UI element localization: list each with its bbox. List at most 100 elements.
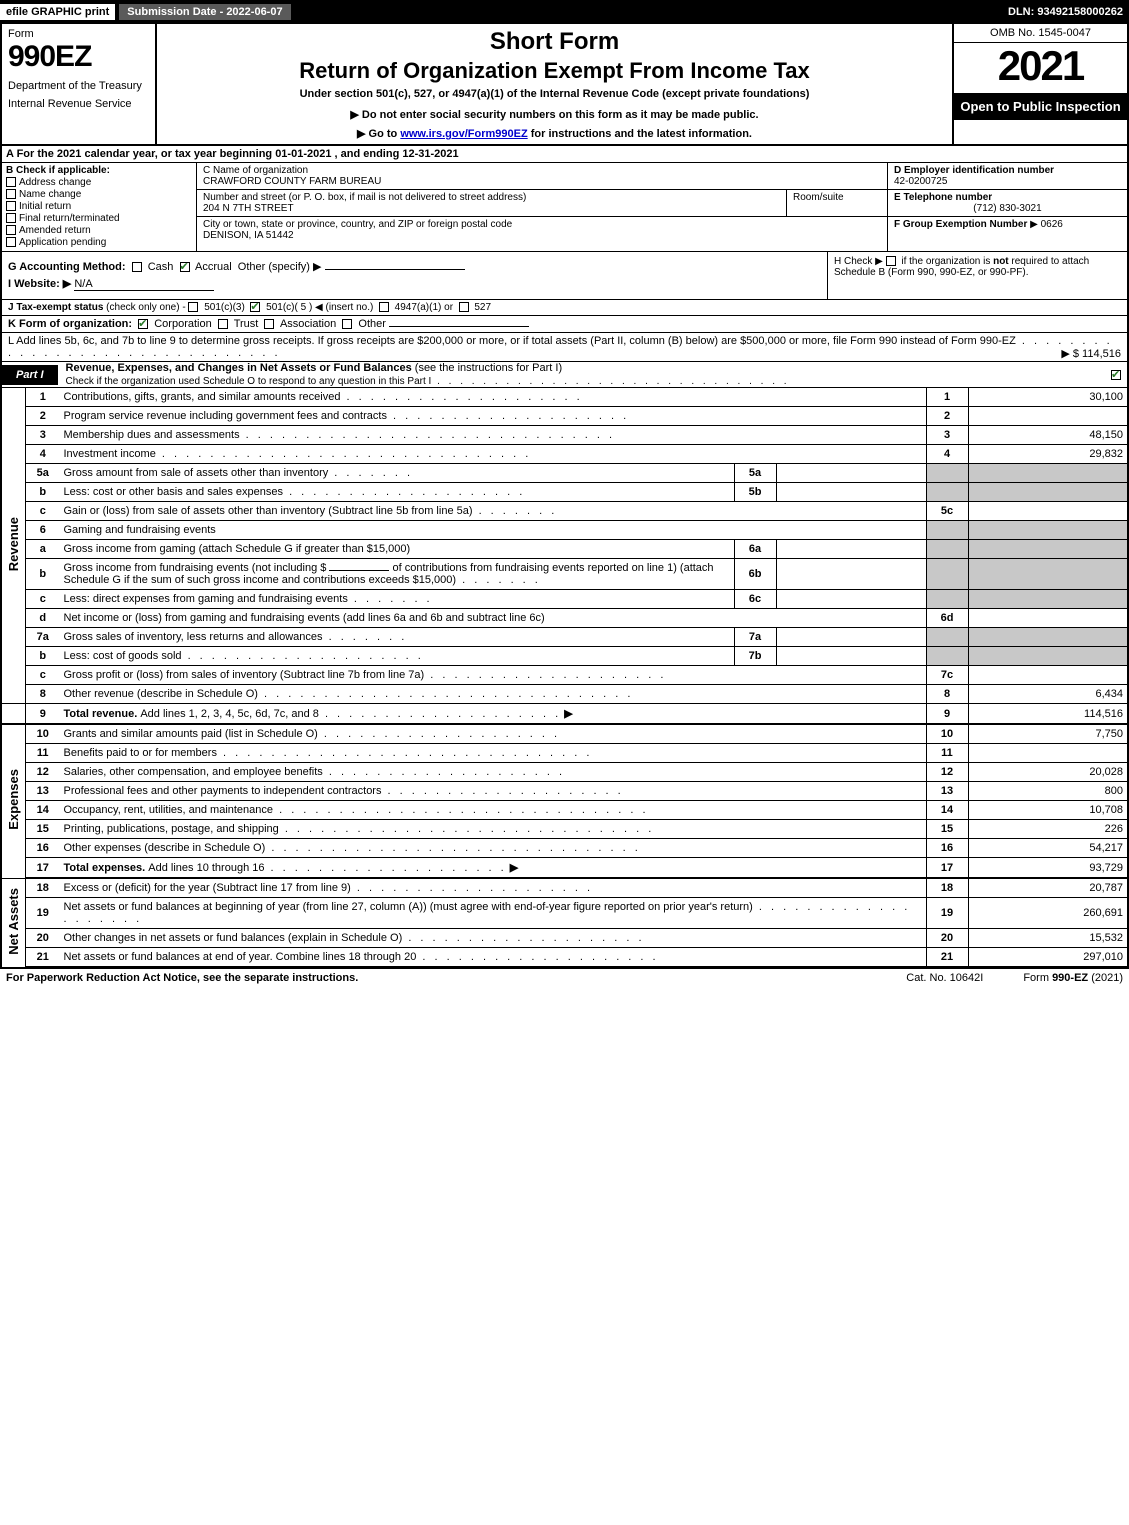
- chk-4947[interactable]: [379, 302, 389, 312]
- chk-association[interactable]: [264, 319, 274, 329]
- goto-post: for instructions and the latest informat…: [528, 128, 752, 140]
- ssn-note: ▶ Do not enter social security numbers o…: [165, 108, 944, 121]
- line-9-rn: 9: [926, 704, 968, 725]
- addr-label: Number and street (or P. O. box, if mail…: [203, 192, 526, 203]
- phone-box: E Telephone number (712) 830-3021: [888, 190, 1127, 217]
- line-3-desc: Membership dues and assessments: [60, 426, 927, 445]
- line-6b-sv: [776, 559, 926, 590]
- group-exemption-box: F Group Exemption Number ▶ 0626: [888, 217, 1127, 232]
- chk-corporation[interactable]: [138, 319, 148, 329]
- line-15-rn: 15: [926, 820, 968, 839]
- chk-application-pending[interactable]: Application pending: [6, 237, 192, 248]
- page-footer: For Paperwork Reduction Act Notice, see …: [0, 968, 1129, 987]
- line-6a-num: a: [26, 540, 60, 559]
- line-14-desc: Occupancy, rent, utilities, and maintena…: [60, 801, 927, 820]
- g-other-label: Other (specify) ▶: [238, 261, 322, 273]
- line-12-num: 12: [26, 763, 60, 782]
- line-7b-desc: Less: cost of goods sold: [60, 647, 735, 666]
- chk-501c3[interactable]: [188, 302, 198, 312]
- org-city-box: City or town, state or province, country…: [197, 217, 887, 243]
- line-17-num: 17: [26, 858, 60, 879]
- line-7c-rn: 7c: [926, 666, 968, 685]
- under-section: Under section 501(c), 527, or 4947(a)(1)…: [165, 88, 944, 100]
- line-1-desc: Contributions, gifts, grants, and simila…: [60, 388, 927, 407]
- chk-accrual[interactable]: [180, 262, 190, 272]
- dln-number: DLN: 93492158000262: [1008, 6, 1129, 18]
- chk-schedule-b[interactable]: [886, 256, 896, 266]
- line-5a-sn: 5a: [734, 464, 776, 483]
- irs-link[interactable]: www.irs.gov/Form990EZ: [400, 128, 527, 140]
- line-12-rn: 12: [926, 763, 968, 782]
- line-15-amt: 226: [968, 820, 1128, 839]
- line-2-num: 2: [26, 407, 60, 426]
- k-form-organization: K Form of organization: Corporation Trus…: [0, 316, 1129, 333]
- chk-initial-return[interactable]: Initial return: [6, 201, 192, 212]
- chk-schedule-o-part-i[interactable]: [1111, 370, 1121, 380]
- chk-527[interactable]: [459, 302, 469, 312]
- line-5b-amt: [968, 483, 1128, 502]
- chk-name-change[interactable]: Name change: [6, 189, 192, 200]
- l-amount: ▶ $ 114,516: [1061, 347, 1121, 360]
- j-527-label: 527: [474, 302, 491, 313]
- line-18-amt: 20,787: [968, 878, 1128, 898]
- chk-501c[interactable]: [250, 302, 260, 312]
- chk-final-return[interactable]: Final return/terminated: [6, 213, 192, 224]
- line-6-rn: [926, 521, 968, 540]
- line-6b-amt: [968, 559, 1128, 590]
- k-other-input[interactable]: [389, 326, 529, 327]
- chk-amended-return[interactable]: Amended return: [6, 225, 192, 236]
- top-bar: efile GRAPHIC print Submission Date - 20…: [0, 0, 1129, 24]
- line-6b-sn: 6b: [734, 559, 776, 590]
- revenue-side-label: Revenue: [1, 388, 26, 704]
- org-city: DENISON, IA 51442: [203, 230, 294, 241]
- line-19-num: 19: [26, 898, 60, 929]
- f-value: ▶ 0626: [1030, 219, 1063, 230]
- line-7a-amt: [968, 628, 1128, 647]
- line-6b-num: b: [26, 559, 60, 590]
- part-i-title: Revenue, Expenses, and Changes in Net As…: [66, 362, 415, 374]
- line-14-rn: 14: [926, 801, 968, 820]
- line-7a-desc: Gross sales of inventory, less returns a…: [60, 628, 735, 647]
- chk-cash[interactable]: [132, 262, 142, 272]
- chk-other-org[interactable]: [342, 319, 352, 329]
- open-inspection-badge: Open to Public Inspection: [954, 93, 1127, 120]
- g-other-input[interactable]: [325, 269, 465, 270]
- col-b-check-applicable: B Check if applicable: Address change Na…: [2, 163, 197, 251]
- line-4-amt: 29,832: [968, 445, 1128, 464]
- line-17-desc: Total expenses. Add lines 10 through 16 …: [60, 858, 927, 879]
- g-accrual-label: Accrual: [195, 261, 232, 273]
- line-1-amt: 30,100: [968, 388, 1128, 407]
- line-4-rn: 4: [926, 445, 968, 464]
- line-18-desc: Excess or (deficit) for the year (Subtra…: [60, 878, 927, 898]
- return-title: Return of Organization Exempt From Incom…: [165, 58, 944, 84]
- line-12-amt: 20,028: [968, 763, 1128, 782]
- line-6d-amt: [968, 609, 1128, 628]
- footer-form: Form 990-EZ (2021): [1023, 972, 1123, 984]
- line-6a-rn: [926, 540, 968, 559]
- expenses-side-label: Expenses: [1, 724, 26, 878]
- line-16-desc: Other expenses (describe in Schedule O): [60, 839, 927, 858]
- line-6-amt: [968, 521, 1128, 540]
- dept-treasury: Department of the Treasury: [8, 80, 149, 92]
- line-16-rn: 16: [926, 839, 968, 858]
- org-street-box: Number and street (or P. O. box, if mail…: [197, 190, 787, 216]
- line-6d-desc: Net income or (loss) from gaming and fun…: [60, 609, 927, 628]
- line-13-rn: 13: [926, 782, 968, 801]
- net-assets-side-label: Net Assets: [1, 878, 26, 967]
- col-def: D Employer identification number 42-0200…: [887, 163, 1127, 251]
- line-1-num: 1: [26, 388, 60, 407]
- line-7b-sv: [776, 647, 926, 666]
- header-left: Form 990EZ Department of the Treasury In…: [2, 24, 157, 144]
- chk-application-pending-label: Application pending: [19, 237, 106, 248]
- line-18-rn: 18: [926, 878, 968, 898]
- col-c-org-info: C Name of organization CRAWFORD COUNTY F…: [197, 163, 887, 251]
- line-4-desc: Investment income: [60, 445, 927, 464]
- form-header: Form 990EZ Department of the Treasury In…: [0, 24, 1129, 146]
- line-10-rn: 10: [926, 724, 968, 744]
- line-6d-rn: 6d: [926, 609, 968, 628]
- chk-address-change[interactable]: Address change: [6, 177, 192, 188]
- line-6b-blank[interactable]: [329, 570, 389, 571]
- part-i-header: Part I Revenue, Expenses, and Changes in…: [0, 362, 1129, 388]
- line-6c-sv: [776, 590, 926, 609]
- chk-trust[interactable]: [218, 319, 228, 329]
